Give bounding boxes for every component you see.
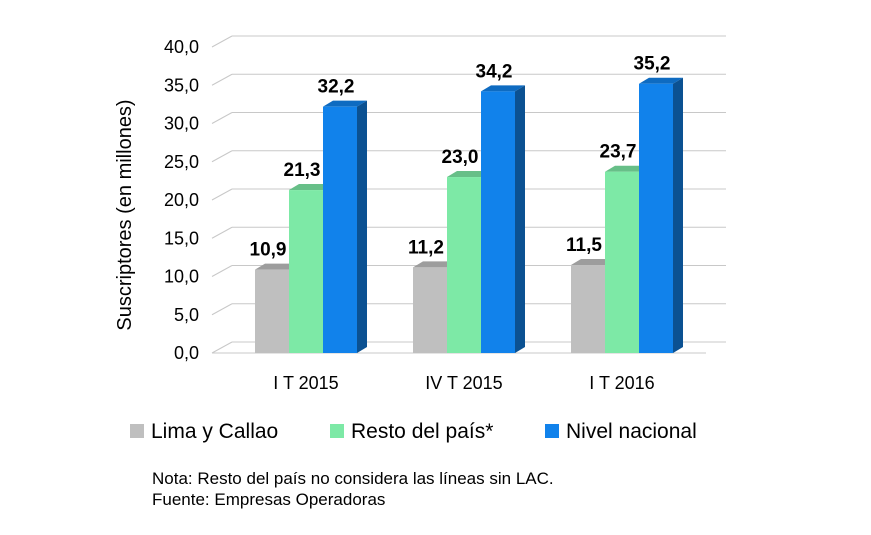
legend-label: Resto del país* xyxy=(351,420,493,443)
legend-swatch xyxy=(330,424,344,438)
gridline-diagonal xyxy=(211,150,233,163)
y-axis-label: Suscriptores (en millones) xyxy=(114,99,136,330)
bar-side-face xyxy=(673,77,683,353)
data-labels: 10,9 21,3 32,2 11,2 23,0 34,2 11,5 23,7 35,2 xyxy=(250,54,671,261)
data-label: 21,3 xyxy=(284,160,321,181)
gridline-diagonal xyxy=(211,226,233,239)
bar-front-face xyxy=(289,190,323,353)
bar-top-face xyxy=(481,85,525,92)
bar-front-face xyxy=(481,91,515,354)
bar-side-face xyxy=(357,100,367,353)
bar-top-face xyxy=(639,77,683,84)
data-label: 23,7 xyxy=(600,142,637,163)
bar xyxy=(481,85,525,354)
gridline-diagonal xyxy=(211,112,233,124)
gridline-diagonal xyxy=(211,303,233,316)
gridline-diagonal xyxy=(211,188,233,201)
x-tick-label: IV T 2015 xyxy=(425,373,502,393)
bar-top-face xyxy=(323,100,367,107)
bar-front-face xyxy=(255,269,289,353)
bar-top-face xyxy=(447,171,491,178)
bar-front-face xyxy=(639,83,673,353)
x-tick-label: I T 2015 xyxy=(273,373,338,393)
gridline-diagonal xyxy=(211,73,233,86)
bar-top-face xyxy=(413,261,457,268)
bar xyxy=(447,171,491,353)
legend-swatch xyxy=(130,424,144,438)
gridline-diagonal xyxy=(211,265,233,277)
y-axis-ticks: 0,0 5,0 10,0 15,0 20,0 25,0 30,0 35,0 40,0 xyxy=(164,37,199,363)
y-tick-label: 25,0 xyxy=(164,152,199,172)
source-text: Fuente: Empresas Operadoras xyxy=(152,490,386,509)
bar-front-face xyxy=(413,267,447,353)
bar-front-face xyxy=(605,171,639,353)
bar-top-face xyxy=(289,184,333,191)
y-tick-label: 30,0 xyxy=(164,114,199,134)
bar xyxy=(323,100,367,353)
y-tick-label: 35,0 xyxy=(164,75,199,95)
data-label: 32,2 xyxy=(318,77,355,98)
y-tick-label: 40,0 xyxy=(164,37,199,57)
legend-label: Nivel nacional xyxy=(566,420,697,443)
y-tick-label: 5,0 xyxy=(174,305,199,325)
bar-front-face xyxy=(323,106,357,353)
bar-front-face xyxy=(571,265,605,353)
bar-side-face xyxy=(515,85,525,354)
y-tick-label: 15,0 xyxy=(164,228,199,248)
data-label: 11,5 xyxy=(566,235,602,256)
gridline-diagonal xyxy=(211,341,233,354)
y-tick-label: 0,0 xyxy=(174,343,199,363)
data-label: 23,0 xyxy=(442,147,479,168)
x-tick-label: I T 2016 xyxy=(589,373,654,393)
legend: Lima y Callao Resto del país* Nivel nacion… xyxy=(130,420,697,443)
data-label: 10,9 xyxy=(250,240,287,261)
bar-top-face xyxy=(605,165,649,172)
x-axis-ticks: I T 2015 IV T 2015 I T 2016 xyxy=(273,373,654,393)
bar-front-face xyxy=(447,177,481,353)
bar xyxy=(639,77,683,353)
bar-top-face xyxy=(571,259,615,266)
gridline-diagonal xyxy=(211,35,233,48)
y-tick-label: 20,0 xyxy=(164,190,199,210)
data-label: 11,2 xyxy=(408,237,444,258)
data-label: 34,2 xyxy=(476,61,513,82)
data-label: 35,2 xyxy=(634,54,671,75)
y-tick-label: 10,0 xyxy=(164,267,199,287)
legend-label: Lima y Callao xyxy=(151,420,278,443)
legend-swatch xyxy=(545,424,559,438)
note-text: Nota: Resto del país no considera las lí… xyxy=(152,469,554,488)
bar-top-face xyxy=(255,263,299,270)
bars xyxy=(255,77,683,354)
